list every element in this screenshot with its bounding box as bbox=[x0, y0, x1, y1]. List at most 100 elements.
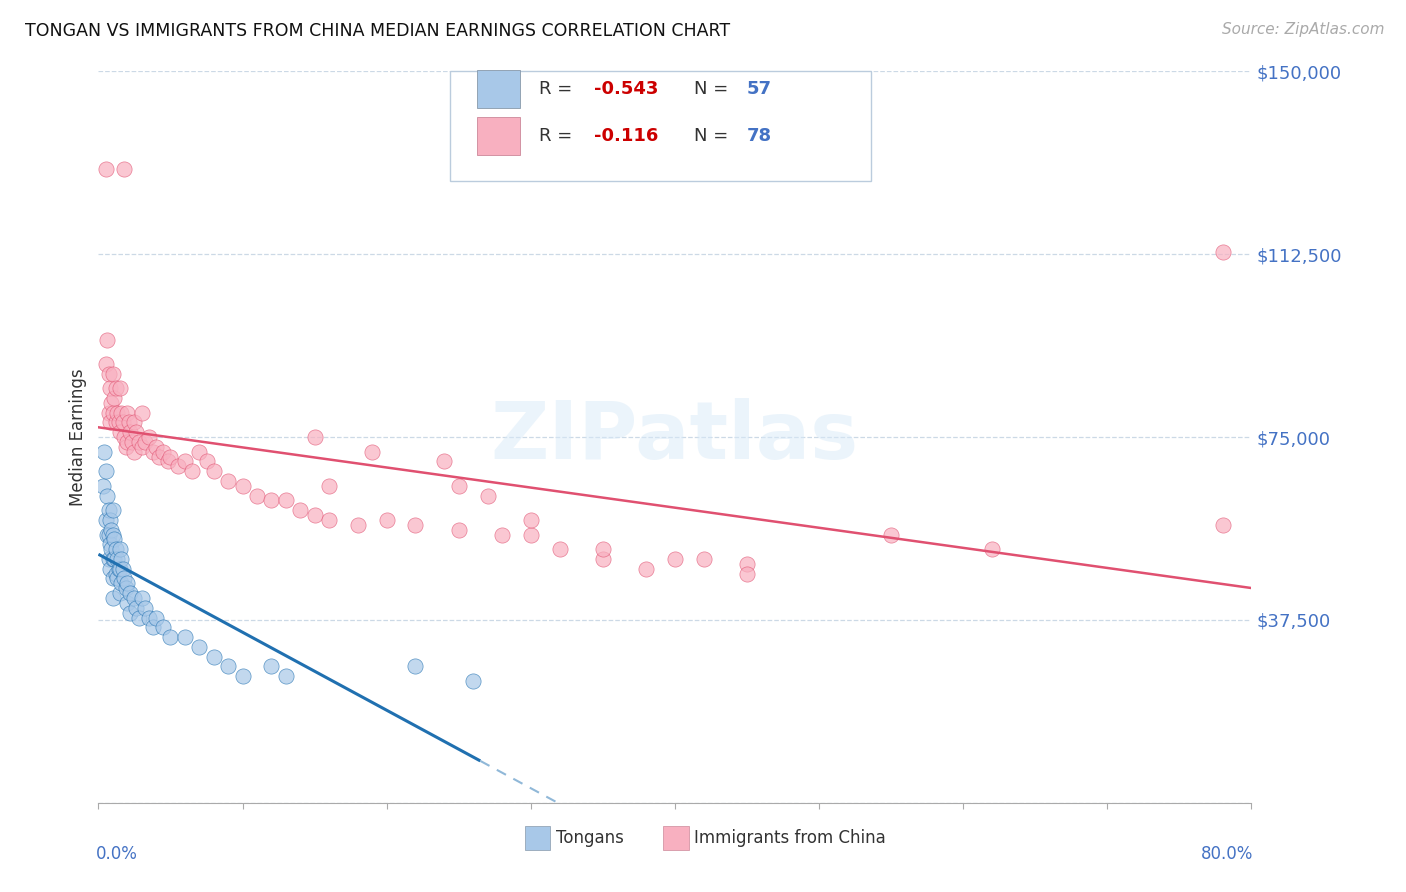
Point bbox=[592, 542, 614, 557]
Point bbox=[98, 381, 121, 395]
Text: Tongans: Tongans bbox=[557, 829, 624, 847]
Point bbox=[128, 610, 150, 624]
Point bbox=[108, 381, 131, 395]
Point bbox=[104, 566, 127, 581]
Point bbox=[121, 434, 143, 449]
Point bbox=[91, 479, 114, 493]
Point bbox=[114, 581, 136, 595]
Point bbox=[361, 444, 384, 458]
Point bbox=[98, 562, 121, 576]
Point bbox=[112, 161, 135, 176]
Point bbox=[981, 542, 1004, 557]
Point bbox=[124, 416, 146, 430]
Point bbox=[188, 444, 211, 458]
Point bbox=[120, 606, 142, 620]
Point bbox=[520, 527, 543, 541]
Point bbox=[125, 600, 148, 615]
Point bbox=[274, 669, 297, 683]
Text: 80.0%: 80.0% bbox=[1201, 846, 1254, 863]
Text: -0.116: -0.116 bbox=[595, 127, 658, 145]
Y-axis label: Median Earnings: Median Earnings bbox=[69, 368, 87, 506]
Point bbox=[304, 430, 326, 444]
Point bbox=[735, 566, 758, 581]
Point bbox=[217, 659, 239, 673]
Point bbox=[195, 454, 218, 468]
Point bbox=[188, 640, 211, 654]
Point bbox=[461, 673, 484, 688]
Point bbox=[104, 416, 127, 430]
Point bbox=[108, 425, 131, 440]
Point bbox=[128, 434, 150, 449]
Point bbox=[174, 630, 197, 644]
Point bbox=[110, 576, 132, 591]
Point bbox=[101, 503, 124, 517]
Point bbox=[112, 430, 135, 444]
Point bbox=[120, 425, 142, 440]
Point bbox=[100, 542, 122, 557]
Point bbox=[134, 434, 156, 449]
Point bbox=[174, 454, 197, 468]
Point bbox=[202, 464, 225, 478]
Text: R =: R = bbox=[538, 79, 578, 98]
Point bbox=[98, 416, 121, 430]
Text: ZIPatlas: ZIPatlas bbox=[491, 398, 859, 476]
Point bbox=[134, 600, 156, 615]
Point bbox=[636, 562, 658, 576]
Point bbox=[138, 430, 160, 444]
Text: TONGAN VS IMMIGRANTS FROM CHINA MEDIAN EARNINGS CORRELATION CHART: TONGAN VS IMMIGRANTS FROM CHINA MEDIAN E… bbox=[25, 22, 731, 40]
Point bbox=[105, 572, 128, 586]
Point bbox=[152, 444, 174, 458]
Point bbox=[108, 586, 131, 600]
Point bbox=[491, 527, 513, 541]
Point bbox=[117, 576, 139, 591]
Point bbox=[138, 610, 160, 624]
Point bbox=[231, 479, 254, 493]
Point bbox=[124, 591, 146, 605]
Point bbox=[548, 542, 571, 557]
Point bbox=[405, 659, 427, 673]
Point bbox=[97, 503, 120, 517]
Point bbox=[156, 454, 179, 468]
Point bbox=[117, 434, 139, 449]
Point bbox=[181, 464, 204, 478]
Point bbox=[145, 610, 167, 624]
Text: 0.0%: 0.0% bbox=[96, 846, 138, 863]
Point bbox=[118, 416, 141, 430]
Point bbox=[94, 513, 117, 527]
Point bbox=[405, 517, 427, 532]
Point bbox=[104, 381, 127, 395]
Point bbox=[98, 537, 121, 551]
Bar bbox=[477, 117, 520, 155]
Text: 78: 78 bbox=[747, 127, 772, 145]
Point bbox=[97, 527, 120, 541]
Text: N =: N = bbox=[695, 127, 734, 145]
Point bbox=[96, 527, 118, 541]
Point bbox=[346, 517, 368, 532]
Point bbox=[97, 552, 120, 566]
Bar bbox=[524, 826, 550, 849]
Point bbox=[152, 620, 174, 634]
Point bbox=[246, 489, 269, 503]
Point bbox=[101, 591, 124, 605]
Point bbox=[260, 493, 283, 508]
Point bbox=[131, 440, 153, 454]
Point bbox=[274, 493, 297, 508]
FancyBboxPatch shape bbox=[450, 71, 870, 181]
Point bbox=[112, 572, 135, 586]
Point bbox=[108, 562, 131, 576]
Point bbox=[1212, 517, 1234, 532]
Point bbox=[96, 333, 118, 347]
Point bbox=[117, 596, 139, 610]
Bar bbox=[664, 826, 689, 849]
Point bbox=[93, 444, 115, 458]
Point bbox=[145, 440, 167, 454]
Point bbox=[114, 440, 136, 454]
Text: -0.543: -0.543 bbox=[595, 79, 658, 98]
Text: Immigrants from China: Immigrants from China bbox=[695, 829, 886, 847]
Point bbox=[447, 479, 470, 493]
Text: R =: R = bbox=[538, 127, 578, 145]
Bar bbox=[477, 70, 520, 108]
Point bbox=[477, 489, 499, 503]
Point bbox=[105, 406, 128, 420]
Point bbox=[375, 513, 398, 527]
